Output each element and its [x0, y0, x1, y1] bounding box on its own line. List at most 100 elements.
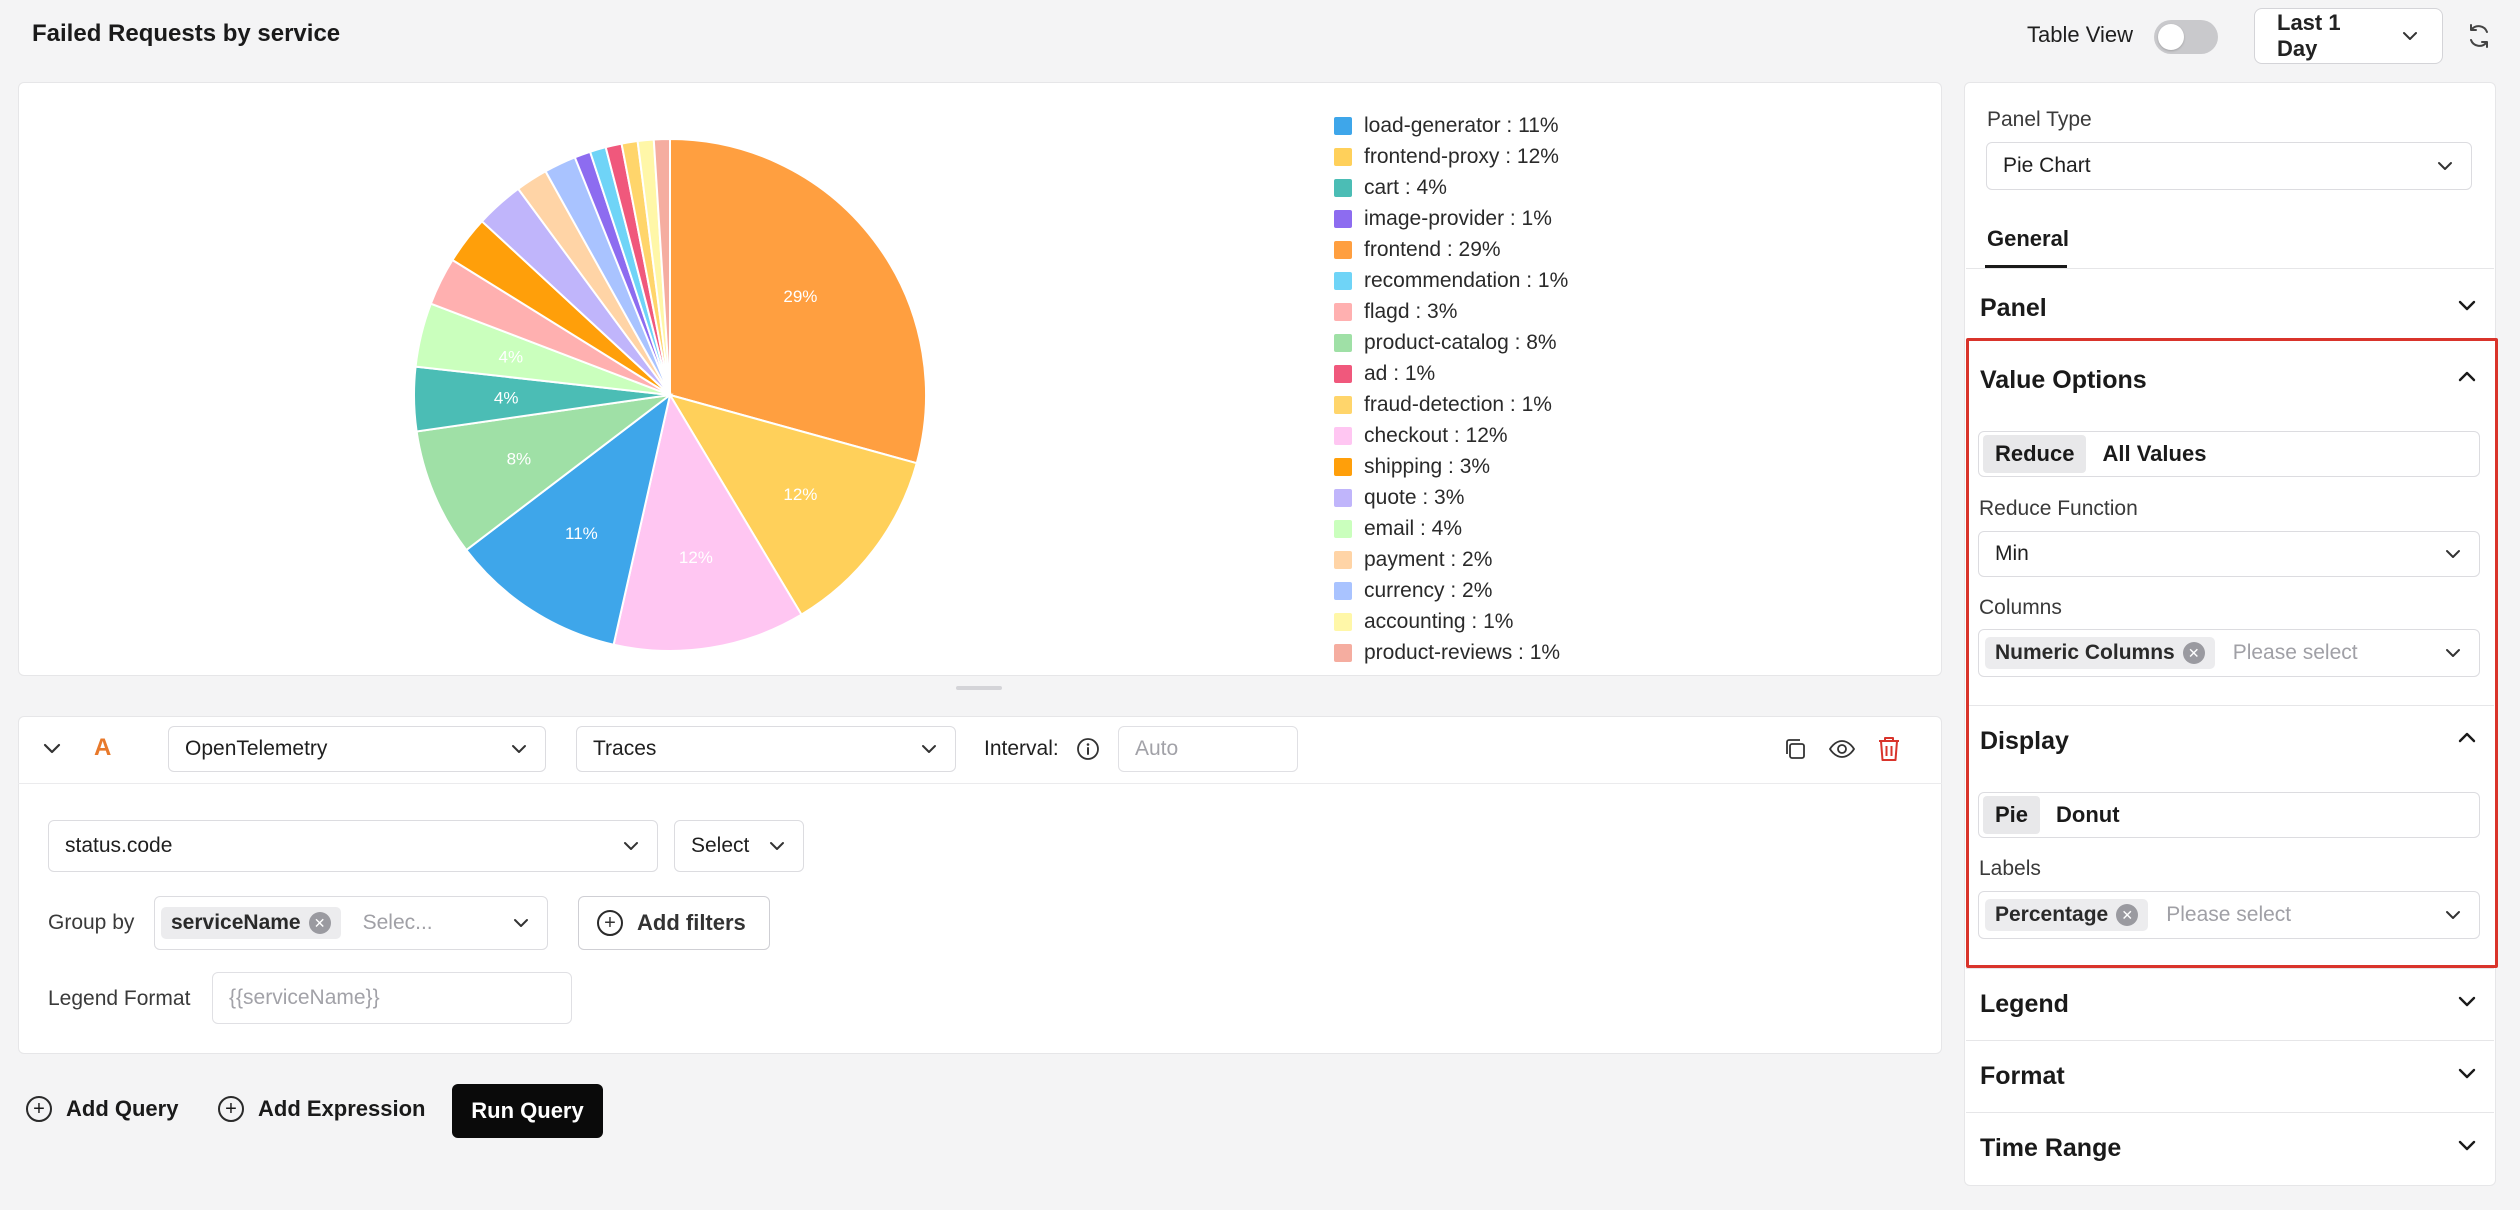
section-time-range-title: Time Range	[1980, 1134, 2122, 1162]
run-query-button[interactable]: Run Query	[452, 1084, 603, 1138]
legend-item[interactable]: fraud-detection : 1%	[1334, 389, 1568, 420]
section-display[interactable]: Display	[1966, 705, 2494, 777]
legend-item[interactable]: shipping : 3%	[1334, 451, 1568, 482]
remove-chip-icon[interactable]: ✕	[2116, 904, 2139, 926]
aggregate-select[interactable]: Select	[674, 820, 804, 872]
legend-label: frontend : 29%	[1364, 237, 1501, 261]
add-filters-label: Add filters	[637, 910, 746, 935]
tab-general[interactable]: General	[1987, 226, 2069, 251]
reduce-function-select[interactable]: Min	[1978, 531, 2480, 577]
legend-label: accounting : 1%	[1364, 609, 1514, 633]
legend-item[interactable]: email : 4%	[1334, 513, 1568, 544]
pie-slice-frontend[interactable]	[669, 137, 927, 465]
legend-item[interactable]: payment : 2%	[1334, 544, 1568, 575]
pie-slice-checkout[interactable]	[612, 392, 803, 652]
legend-swatch	[1334, 147, 1352, 166]
signal-value: Traces	[593, 737, 657, 760]
pie-slice-label: 4%	[498, 347, 523, 366]
group-by-select[interactable]: serviceName ✕ Selec...	[154, 896, 548, 950]
chevron-down-icon	[919, 739, 939, 759]
legend-item[interactable]: frontend-proxy : 12%	[1334, 141, 1568, 172]
legend-item[interactable]: accounting : 1%	[1334, 606, 1568, 637]
legend-swatch	[1334, 395, 1352, 414]
columns-select[interactable]: Numeric Columns ✕ Please select	[1978, 629, 2480, 677]
legend-item[interactable]: product-catalog : 8%	[1334, 327, 1568, 358]
legend-swatch	[1334, 116, 1352, 135]
time-range-dropdown[interactable]: Last 1 Day	[2254, 8, 2443, 64]
legend-format-input[interactable]: {{serviceName}}	[212, 972, 572, 1024]
legend-item[interactable]: recommendation : 1%	[1334, 265, 1568, 296]
labels-select[interactable]: Percentage ✕ Please select	[1978, 891, 2480, 939]
metric-select[interactable]: status.code	[48, 820, 658, 872]
value-mode-all[interactable]: All Values	[2102, 441, 2207, 466]
group-by-chip: serviceName ✕	[161, 907, 341, 939]
pie-slice-label: 11%	[565, 524, 598, 543]
display-mode-donut[interactable]: Donut	[2056, 802, 2120, 827]
labels-label: Labels	[1979, 857, 2041, 880]
legend-swatch	[1334, 643, 1352, 662]
datasource-select[interactable]: OpenTelemetry	[168, 726, 546, 772]
interval-placeholder: Auto	[1135, 737, 1179, 760]
add-query-button[interactable]: + Add Query	[26, 1096, 178, 1122]
section-value-options[interactable]: Value Options	[1966, 344, 2494, 416]
tab-divider	[1966, 268, 2494, 269]
table-view-label: Table View	[2027, 22, 2133, 47]
add-expression-button[interactable]: + Add Expression	[218, 1096, 425, 1122]
resize-handle[interactable]	[956, 686, 1002, 690]
section-format[interactable]: Format	[1966, 1040, 2494, 1112]
pie-chart: 29% 12% 12% 11% 8% 4% 4%	[413, 137, 927, 652]
legend-swatch	[1334, 457, 1352, 476]
remove-chip-icon[interactable]: ✕	[308, 912, 331, 934]
pie-slice-load-generator[interactable]	[464, 392, 672, 646]
collapse-query-icon[interactable]	[40, 736, 64, 765]
table-view-toggle[interactable]	[2154, 20, 2218, 54]
add-filters-button[interactable]: + Add filters	[578, 896, 770, 950]
legend-label: ad : 1%	[1364, 361, 1436, 385]
labels-placeholder: Please select	[2166, 903, 2292, 926]
refresh-icon[interactable]	[2465, 22, 2493, 50]
remove-chip-icon[interactable]: ✕	[2182, 642, 2205, 664]
legend-item[interactable]: checkout : 12%	[1334, 420, 1568, 451]
value-mode-reduce[interactable]: Reduce	[1983, 435, 2087, 473]
legend-item[interactable]: ad : 1%	[1334, 358, 1568, 389]
legend-item[interactable]: image-provider : 1%	[1334, 203, 1568, 234]
info-icon[interactable]	[1076, 737, 1100, 766]
legend-item[interactable]: frontend : 29%	[1334, 234, 1568, 265]
metric-value: status.code	[65, 834, 173, 857]
legend-label: payment : 2%	[1364, 547, 1493, 571]
legend-item[interactable]: currency : 2%	[1334, 575, 1568, 606]
legend-label: shipping : 3%	[1364, 454, 1491, 478]
signal-select[interactable]: Traces	[576, 726, 956, 772]
panel-type-select[interactable]: Pie Chart	[1986, 142, 2472, 190]
legend-item[interactable]: product-reviews : 1%	[1334, 637, 1568, 668]
display-mode-pie[interactable]: Pie	[1983, 796, 2041, 834]
plus-circle-icon: +	[26, 1096, 52, 1122]
legend-format-placeholder: {{serviceName}}	[229, 986, 380, 1009]
legend-item[interactable]: quote : 3%	[1334, 482, 1568, 513]
chevron-down-icon	[621, 836, 641, 856]
labels-chip-label: Percentage	[1995, 903, 2109, 926]
chevron-down-icon	[2454, 988, 2480, 1021]
chevron-up-icon	[2454, 725, 2480, 758]
highlight-box	[1966, 338, 2498, 968]
group-by-placeholder: Selec...	[362, 911, 433, 934]
interval-input[interactable]: Auto	[1118, 726, 1298, 772]
query-header-divider	[18, 783, 1942, 784]
section-panel[interactable]: Panel	[1966, 272, 2494, 344]
aggregate-value: Select	[691, 834, 750, 857]
legend-item[interactable]: flagd : 3%	[1334, 296, 1568, 327]
pie-slice-product-catalog[interactable]	[415, 393, 674, 552]
pie-slice-frontend-proxy[interactable]	[667, 393, 918, 617]
section-time-range[interactable]: Time Range	[1966, 1112, 2494, 1184]
panel-type-value: Pie Chart	[2003, 154, 2091, 177]
section-legend[interactable]: Legend	[1966, 968, 2494, 1040]
pie-slice-label: 12%	[679, 548, 713, 567]
pie-slice-product-reviews[interactable]	[652, 137, 671, 396]
chevron-down-icon	[2400, 26, 2420, 46]
eye-icon[interactable]	[1828, 736, 1856, 767]
legend-swatch	[1334, 209, 1352, 228]
legend-item[interactable]: load-generator : 11%	[1334, 110, 1568, 141]
copy-icon[interactable]	[1782, 736, 1808, 767]
delete-icon[interactable]	[1876, 735, 1902, 768]
legend-item[interactable]: cart : 4%	[1334, 172, 1568, 203]
